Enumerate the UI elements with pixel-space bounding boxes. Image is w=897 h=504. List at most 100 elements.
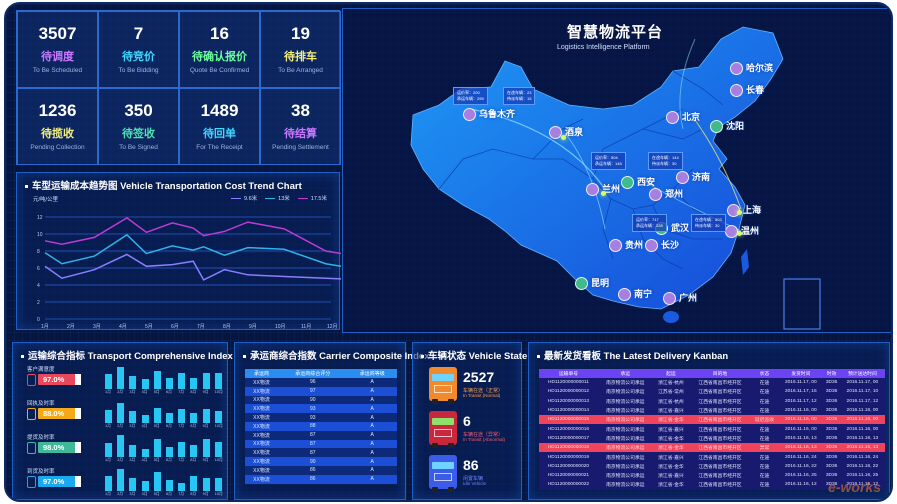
legend-item[interactable]: 9.6米	[231, 194, 257, 202]
kanban-col-header[interactable]: 运输单号	[539, 369, 598, 378]
kpi-card[interactable]: 1236 待揽收 Pending Collection	[17, 88, 98, 165]
month-bar[interactable]	[117, 367, 125, 389]
carrier-row[interactable]: XX物流 90 A	[245, 457, 397, 466]
kanban-row[interactable]: HD1120000000012 南京物流公司承运 江苏省-常州 江西省南昌市经开区 在途…	[539, 387, 885, 397]
kanban-row[interactable]: HD1120000000011 南京物流公司承运 浙江省-杭州 江西省南昌市经开区 在途…	[539, 378, 885, 388]
carrier-row[interactable]: XX物流 86 A	[245, 465, 397, 475]
city-marker[interactable]	[676, 171, 689, 184]
carrier-row[interactable]: XX物流 97 A	[245, 386, 397, 396]
kanban-col-header[interactable]: 目的地	[689, 369, 751, 378]
city-marker[interactable]	[725, 225, 738, 238]
month-bar[interactable]	[105, 442, 112, 457]
kpi-card[interactable]: 3507 待调度 To Be Scheduled	[17, 11, 98, 88]
carrier-col-header[interactable]: 承运商综合评分	[278, 369, 348, 378]
city-marker[interactable]	[586, 183, 599, 196]
series-line[interactable]	[44, 253, 341, 281]
series-line[interactable]	[44, 216, 341, 255]
kanban-row[interactable]: HD1120000000018 南京物流公司承运 浙江省-金华 江西省南昌市经开区 异常…	[539, 443, 885, 453]
kanban-row[interactable]: HD1120000000019 南京物流公司承运 浙江省-嘉兴 江西省南昌市经开区 在途…	[539, 452, 885, 462]
month-bar[interactable]	[105, 373, 112, 389]
month-bar[interactable]	[129, 444, 137, 457]
kanban-row[interactable]: HD1120000000022 南京物流公司承运 浙江省-金华 江西省南昌市经开区 在途…	[539, 480, 885, 490]
city-marker[interactable]	[549, 126, 562, 139]
carrier-row[interactable]: XX物流 93 A	[245, 404, 397, 414]
month-bar[interactable]	[178, 408, 186, 423]
month-bar[interactable]	[117, 403, 125, 423]
carrier-row[interactable]: XX物流 93 A	[245, 413, 397, 422]
month-bar[interactable]	[129, 375, 137, 389]
carrier-row[interactable]: XX物流 88 A	[245, 421, 397, 431]
month-bar[interactable]	[166, 480, 173, 491]
month-bar[interactable]	[141, 449, 149, 457]
kanban-col-header[interactable]: 发货时间	[778, 369, 824, 378]
month-bar[interactable]	[178, 483, 186, 491]
city-marker[interactable]	[463, 108, 476, 121]
month-bar[interactable]	[153, 439, 161, 457]
kanban-row[interactable]: HD1120000000014 南京物流公司承运 浙江省-嘉兴 江西省南昌市经开区 在途…	[539, 405, 885, 416]
city-marker[interactable]	[621, 176, 634, 189]
city-marker[interactable]	[730, 62, 743, 75]
city-marker[interactable]	[730, 84, 743, 97]
city-marker[interactable]	[663, 292, 676, 305]
kanban-row[interactable]: HD1120000000016 南京物流公司承运 浙江省-嘉兴 江西省南昌市经开区 在途…	[539, 424, 885, 434]
month-bar[interactable]	[166, 413, 173, 423]
month-bar[interactable]	[129, 477, 137, 491]
month-bar[interactable]	[214, 410, 222, 423]
kanban-row[interactable]: HD1120000000017 南京物流公司承运 浙江省-金华 江西省南昌市经开区 在途…	[539, 433, 885, 444]
month-bar[interactable]	[105, 409, 112, 423]
carrier-row[interactable]: XX物流 86 A	[245, 474, 397, 484]
kpi-card[interactable]: 1489 待回单 For The Receipt	[179, 88, 260, 165]
month-bar[interactable]	[178, 372, 186, 389]
city-marker[interactable]	[575, 277, 588, 290]
month-bar[interactable]	[166, 447, 173, 457]
month-bar[interactable]	[190, 378, 198, 389]
carrier-row[interactable]: XX物流 87 A	[245, 439, 397, 449]
kanban-col-header[interactable]: 状态	[750, 369, 779, 378]
month-bar[interactable]	[202, 477, 210, 491]
kanban-col-header[interactable]: 时效	[823, 369, 840, 378]
city-marker[interactable]	[666, 111, 679, 124]
city-marker[interactable]	[649, 188, 662, 201]
kanban-row[interactable]: HD1120000000013 南京物流公司承运 浙江省-杭州 江西省南昌市经开区 在途…	[539, 396, 885, 406]
carrier-row[interactable]: XX物流 87 A	[245, 448, 397, 458]
month-bar[interactable]	[117, 435, 125, 457]
carrier-row[interactable]: XX物流 87 A	[245, 430, 397, 440]
city-marker[interactable]	[645, 239, 658, 252]
month-bar[interactable]	[190, 444, 198, 457]
series-line[interactable]	[44, 233, 341, 267]
carrier-row[interactable]: XX物流 96 A	[245, 378, 397, 387]
kanban-row[interactable]: HD1120000000015 南京物流公司承运 浙江省-金华 江西省南昌市经开区 延迟…	[539, 415, 885, 425]
month-bar[interactable]	[129, 410, 137, 423]
month-bar[interactable]	[141, 415, 149, 423]
month-bar[interactable]	[190, 413, 198, 423]
month-bar[interactable]	[214, 441, 222, 457]
kanban-row[interactable]: HD1120000000021 南京物流公司承运 浙江省-嘉兴 江西省南昌市经开区 在途…	[539, 470, 885, 481]
month-bar[interactable]	[190, 475, 198, 491]
month-bar[interactable]	[166, 378, 173, 389]
carrier-col-header[interactable]: 承运商	[245, 369, 279, 378]
month-bar[interactable]	[141, 379, 149, 389]
month-bar[interactable]	[153, 371, 161, 389]
month-bar[interactable]	[202, 408, 210, 423]
legend-item[interactable]: 17.5米	[297, 194, 327, 202]
kpi-card[interactable]: 16 待确认报价 Quote Be Confirmed	[179, 11, 260, 88]
month-bar[interactable]	[105, 475, 112, 491]
month-bar[interactable]	[153, 407, 161, 423]
kanban-row[interactable]: HD1120000000020 南京物流公司承运 浙江省-金华 江西省南昌市经开区 在途…	[539, 461, 885, 471]
legend-item[interactable]: 13米	[265, 194, 290, 202]
month-bar[interactable]	[178, 441, 186, 457]
city-marker[interactable]	[609, 239, 622, 252]
kpi-card[interactable]: 7 待竞价 To Be Bidding	[98, 11, 179, 88]
month-bar[interactable]	[117, 469, 125, 491]
month-bar[interactable]	[202, 372, 210, 389]
city-marker[interactable]	[710, 120, 723, 133]
month-bar[interactable]	[214, 477, 222, 491]
kanban-col-header[interactable]: 承运	[597, 369, 653, 378]
month-bar[interactable]	[141, 481, 149, 491]
kpi-card[interactable]: 350 待签收 To Be Signed	[98, 88, 179, 165]
month-bar[interactable]	[202, 439, 210, 457]
kpi-card[interactable]: 38 待结算 Pending Settlement	[260, 88, 341, 165]
month-bar[interactable]	[214, 372, 222, 389]
carrier-col-header[interactable]: 承运商等级	[347, 369, 397, 378]
kpi-card[interactable]: 19 待排车 To Be Arranged	[260, 11, 341, 88]
